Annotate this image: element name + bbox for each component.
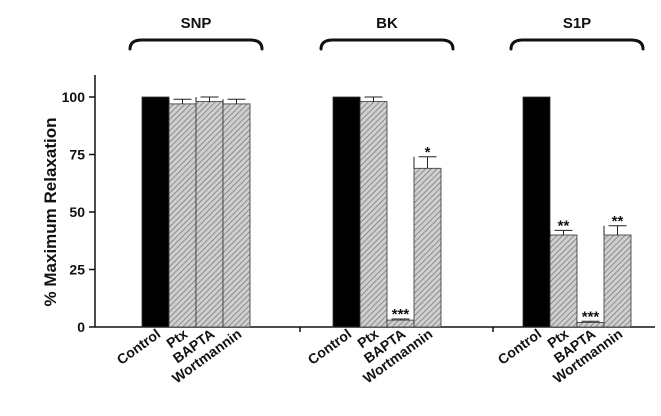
y-tick-label: 50 [69, 204, 85, 220]
y-tick-label: 0 [77, 319, 85, 335]
group-title: SNP [181, 15, 212, 32]
group-title: S1P [563, 15, 591, 32]
significance-marker: *** [392, 306, 410, 323]
x-category-label: Control [114, 325, 164, 367]
y-tick-label: 25 [69, 262, 85, 278]
significance-marker: * [425, 144, 431, 161]
bar-ptx [359, 101, 388, 328]
bar-bapta [195, 101, 224, 328]
bar-wortmannin [413, 167, 442, 328]
y-ticks: 0 25 50 75 100 [62, 89, 95, 335]
y-axis-label: % Maximum Relaxation [41, 118, 60, 307]
significance-marker: ** [558, 217, 570, 234]
bar-ptx [549, 234, 578, 328]
bar-control [141, 96, 170, 328]
group-bracket [509, 38, 645, 51]
bar-wortmannin [222, 103, 251, 328]
bar-control [332, 96, 361, 328]
group-bracket [319, 38, 455, 51]
bar-ptx [168, 103, 197, 328]
bar-wortmannin [603, 234, 632, 328]
bar-control [522, 96, 551, 328]
y-tick-label: 100 [62, 89, 86, 105]
significance-marker: ** [612, 213, 624, 230]
significance-marker: *** [582, 308, 600, 325]
group-bracket [128, 38, 264, 51]
x-category-label: Control [305, 325, 355, 367]
y-tick-label: 75 [69, 147, 85, 163]
group-title: BK [376, 15, 398, 32]
x-category-label: Control [495, 325, 545, 367]
